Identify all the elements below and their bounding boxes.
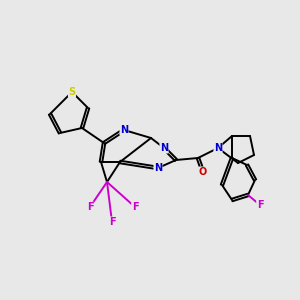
Text: N: N (160, 143, 168, 153)
Text: N: N (154, 163, 162, 173)
Text: S: S (68, 87, 76, 97)
Text: N: N (214, 143, 222, 153)
Text: N: N (120, 125, 128, 135)
Text: F: F (132, 202, 138, 212)
Text: F: F (109, 217, 115, 227)
Text: F: F (87, 202, 93, 212)
Text: F: F (257, 200, 263, 210)
Text: O: O (199, 167, 207, 177)
